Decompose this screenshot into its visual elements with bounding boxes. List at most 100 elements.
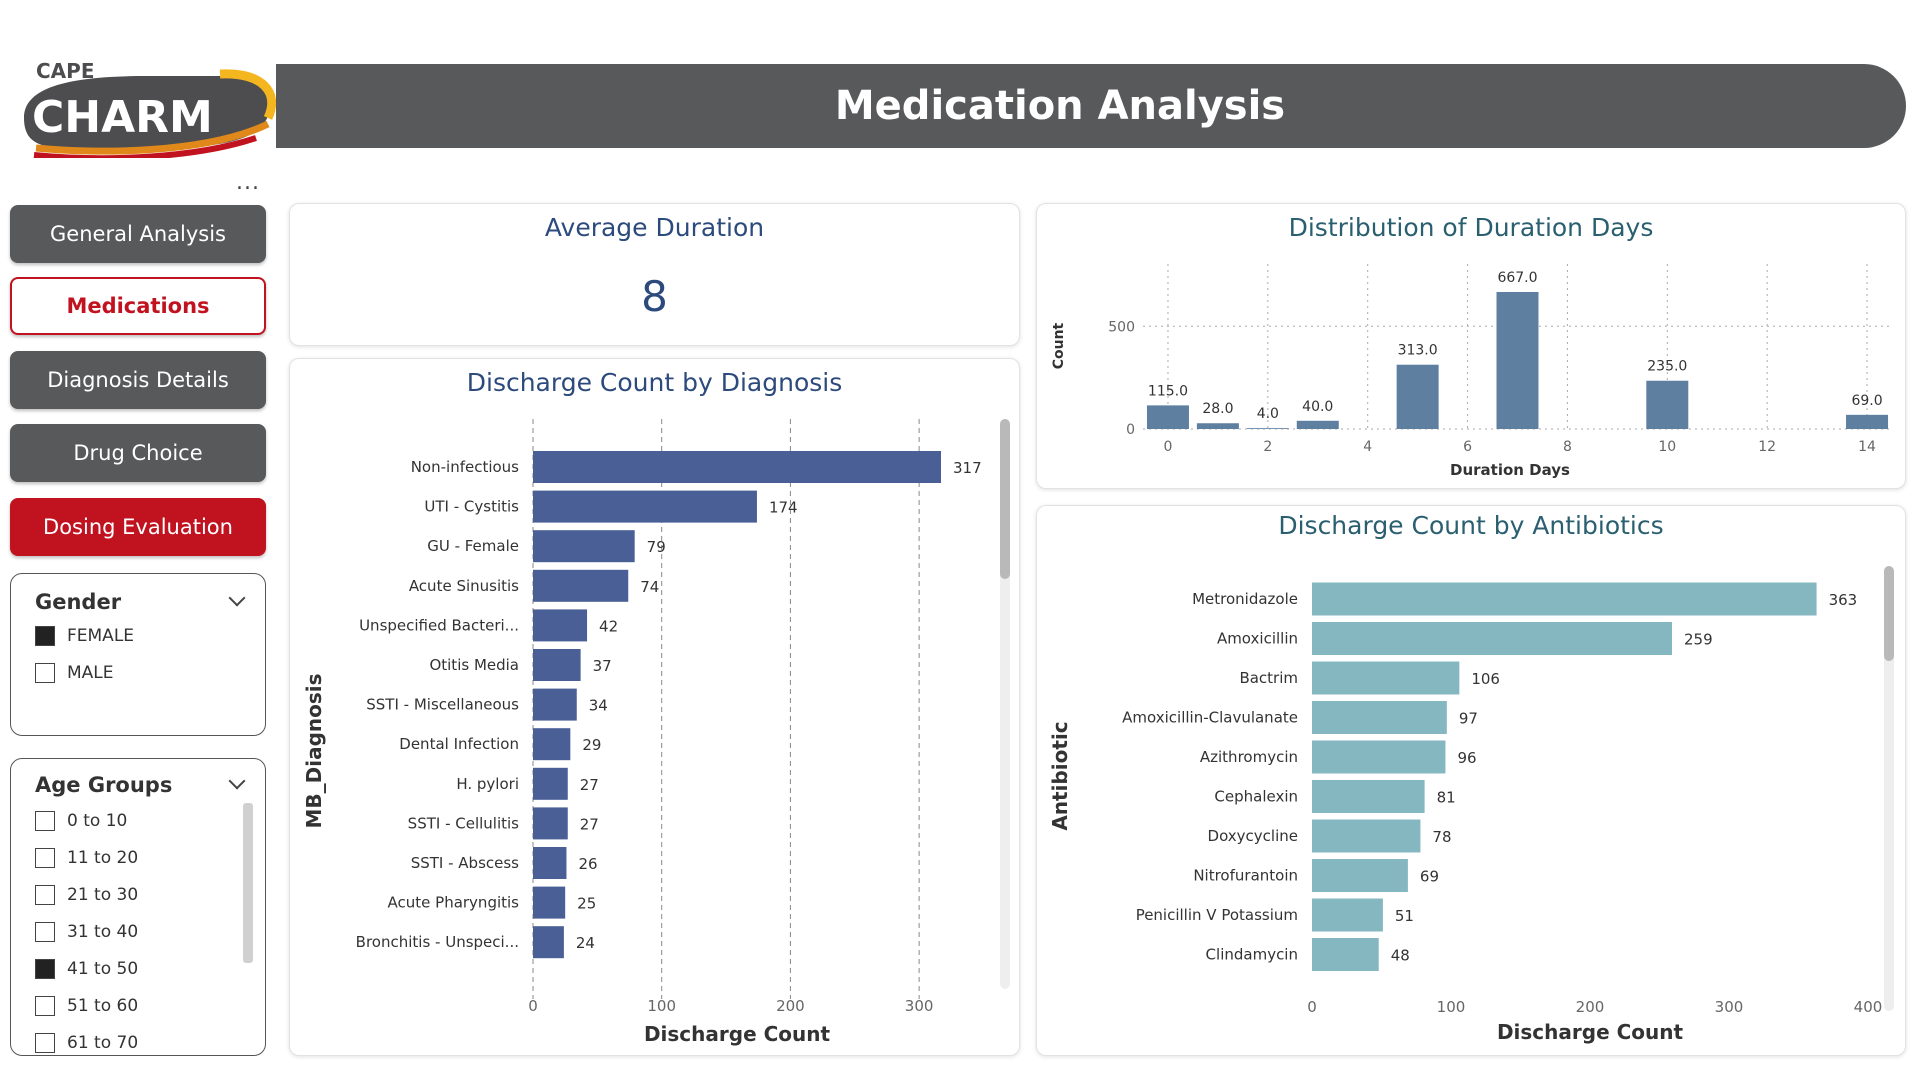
- diagnosis-chart-card: Discharge Count by Diagnosis Non-infecti…: [289, 358, 1020, 1056]
- data-label: 25: [577, 895, 596, 913]
- age-option[interactable]: 11 to 20: [35, 848, 138, 868]
- checkbox-icon[interactable]: [35, 885, 55, 905]
- category-label: Metronidazole: [1192, 590, 1298, 608]
- category-label: Doxycycline: [1208, 827, 1298, 845]
- y-tick-label: 0: [1126, 422, 1135, 438]
- scrollbar-thumb[interactable]: [1000, 419, 1010, 579]
- data-label: 27: [580, 815, 599, 833]
- nav-dosing-evaluation-button[interactable]: Dosing Evaluation: [10, 498, 266, 556]
- kpi-value: 8: [641, 272, 668, 321]
- age-option[interactable]: 31 to 40: [35, 922, 138, 942]
- x-tick-label: 300: [1715, 998, 1744, 1016]
- category-label: Nitrofurantoin: [1193, 867, 1298, 885]
- x-tick-label: 400: [1854, 998, 1883, 1016]
- bar: [1396, 364, 1439, 429]
- age-option-label: 41 to 50: [67, 959, 139, 979]
- cape-charm-logo: CAPE CHARM: [24, 59, 277, 158]
- age-slicer-scrollbar[interactable]: [243, 803, 253, 963]
- y-tick-label: 500: [1108, 319, 1135, 335]
- age-option-label: 0 to 10: [67, 811, 128, 831]
- bar: [533, 530, 635, 563]
- age-option-label: 11 to 20: [67, 848, 139, 868]
- x-tick-label: 100: [1437, 998, 1466, 1016]
- y-axis-title: Count: [1051, 322, 1067, 369]
- data-label: 115.0: [1148, 383, 1188, 399]
- data-label: 106: [1471, 670, 1500, 688]
- data-label: 51: [1395, 907, 1414, 925]
- category-label: Clindamycin: [1206, 946, 1298, 964]
- bar: [533, 807, 568, 840]
- duration-bar-chart: 115.0 28.0 4.0 40.0 313.0 667.0 235.0 69.0 0 2 4 6 8…: [1051, 264, 1892, 479]
- data-label: 96: [1457, 749, 1476, 767]
- data-label: 34: [589, 697, 608, 715]
- nav-general-analysis-button[interactable]: General Analysis: [10, 205, 266, 263]
- data-label: 317: [953, 459, 982, 477]
- data-label: 48: [1391, 947, 1410, 965]
- data-label: 69.0: [1851, 393, 1882, 409]
- checkbox-icon[interactable]: [35, 663, 55, 683]
- gender-option-label: FEMALE: [67, 626, 135, 646]
- bar: [1312, 622, 1673, 655]
- bar: [1312, 740, 1446, 774]
- checkbox-icon[interactable]: [35, 996, 55, 1016]
- gender-option-female[interactable]: FEMALE: [35, 626, 134, 646]
- duration-chart-title: Distribution of Duration Days: [1288, 213, 1654, 242]
- data-label: 74: [640, 578, 659, 596]
- data-label: 27: [580, 776, 599, 794]
- bar: [1312, 938, 1379, 971]
- bar: [1312, 819, 1421, 853]
- data-label: 24: [576, 934, 595, 952]
- page-title: Medication Analysis: [834, 83, 1286, 129]
- age-option[interactable]: 21 to 30: [35, 885, 138, 905]
- chevron-down-icon[interactable]: [228, 589, 246, 607]
- x-tick-label: 200: [1576, 998, 1605, 1016]
- y-axis-title: Antibiotic: [1048, 721, 1072, 830]
- age-option-label: 51 to 60: [67, 996, 139, 1016]
- bar: [533, 767, 568, 800]
- more-options-icon[interactable]: ...: [236, 170, 260, 195]
- data-label: 259: [1684, 631, 1713, 649]
- nav-medications-button[interactable]: Medications: [10, 277, 266, 335]
- x-tick-label: 2: [1263, 439, 1272, 455]
- data-label: 97: [1459, 710, 1478, 728]
- x-tick-label: 8: [1563, 439, 1572, 455]
- category-label: Non-infectious: [411, 458, 519, 476]
- scrollbar-thumb[interactable]: [1884, 566, 1894, 661]
- bar: [1246, 428, 1289, 429]
- age-option[interactable]: 51 to 60: [35, 996, 138, 1016]
- checkbox-icon[interactable]: [35, 1033, 55, 1053]
- age-option[interactable]: 61 to 70: [35, 1033, 138, 1053]
- data-label: 26: [578, 855, 597, 873]
- nav-diagnosis-details-button[interactable]: Diagnosis Details: [10, 351, 266, 409]
- x-tick-label: 0: [1164, 439, 1173, 455]
- diagnosis-chart-scrollbar[interactable]: [1000, 419, 1010, 989]
- checkbox-icon[interactable]: [35, 848, 55, 868]
- checkbox-checked-icon[interactable]: [35, 959, 55, 979]
- category-label: Cephalexin: [1214, 788, 1298, 806]
- bar: [1496, 292, 1539, 429]
- category-label: UTI - Cystitis: [424, 498, 519, 516]
- age-option[interactable]: 0 to 10: [35, 811, 127, 831]
- kpi-title: Average Duration: [544, 213, 765, 242]
- checkbox-checked-icon[interactable]: [35, 626, 55, 646]
- gender-slicer-title: Gender: [35, 590, 122, 614]
- header-bar: [276, 64, 1906, 148]
- x-tick-label: 0: [1307, 998, 1317, 1016]
- data-label: 40.0: [1302, 399, 1333, 415]
- antibiotics-chart-scrollbar[interactable]: [1884, 566, 1894, 1011]
- age-option-label: 61 to 70: [67, 1033, 139, 1053]
- antibiotics-bar-chart: Metronidazole 363 Amoxicillin 259 Bactrim 106…: [1048, 582, 1883, 1044]
- age-option[interactable]: 41 to 50: [35, 959, 138, 979]
- x-tick-label: 14: [1858, 439, 1876, 455]
- nav-drug-choice-button[interactable]: Drug Choice: [10, 424, 266, 482]
- checkbox-icon[interactable]: [35, 922, 55, 942]
- x-tick-label: 200: [776, 997, 805, 1015]
- gender-option-male[interactable]: MALE: [35, 663, 114, 683]
- checkbox-icon[interactable]: [35, 811, 55, 831]
- chevron-down-icon[interactable]: [228, 772, 246, 790]
- bar: [1646, 380, 1689, 429]
- age-groups-slicer: Age Groups 0 to 10 11 to 20 21 to 30 31 …: [10, 758, 266, 1056]
- category-label: Amoxicillin: [1217, 630, 1298, 648]
- antibiotics-chart-title: Discharge Count by Antibiotics: [1278, 511, 1664, 540]
- diagnosis-chart-title: Discharge Count by Diagnosis: [466, 368, 843, 397]
